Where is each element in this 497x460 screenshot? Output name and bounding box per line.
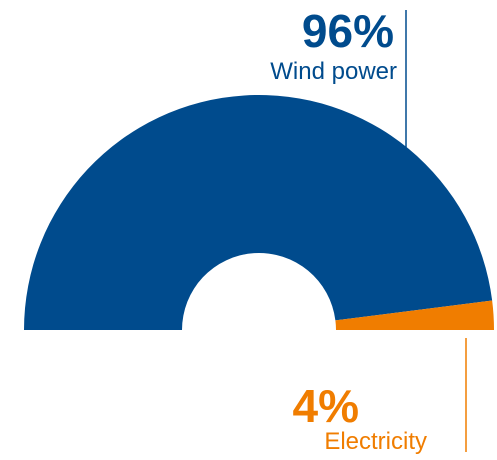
percent-label-electricity: 4% (292, 380, 359, 432)
slice-wind-power (23, 94, 493, 330)
percent-label-wind-power: 96% (301, 5, 394, 57)
series-label-electricity: Electricity (324, 428, 427, 455)
series-label-wind-power: Wind power (270, 58, 397, 85)
slice-electricity (335, 300, 494, 330)
